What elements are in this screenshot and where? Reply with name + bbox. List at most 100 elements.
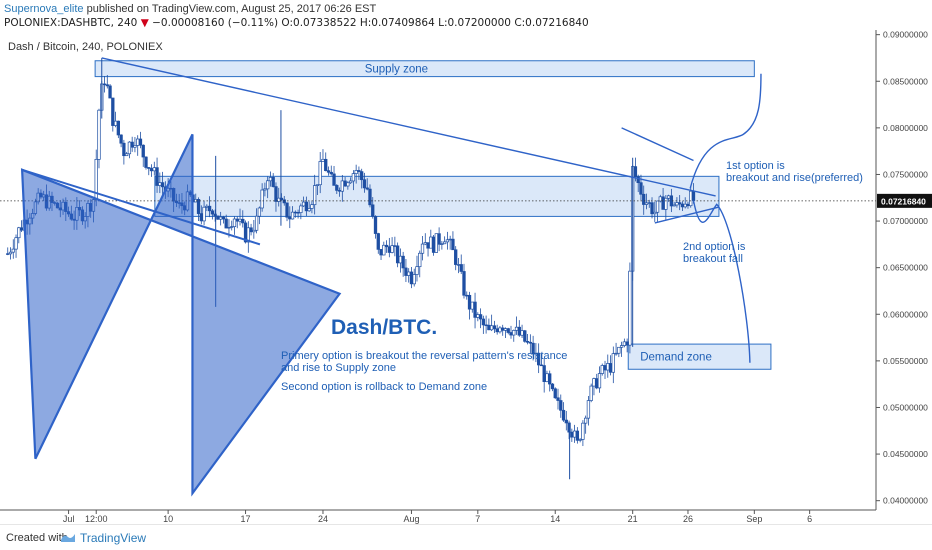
candle xyxy=(655,200,660,213)
time-tick-label: Sep xyxy=(746,514,762,524)
zone-label: Demand zone xyxy=(640,352,712,364)
candle xyxy=(520,330,524,336)
candle xyxy=(592,378,596,387)
tradingview-brand[interactable]: TradingView xyxy=(80,531,147,545)
second-option-text: Second option is rollback to Demand zone xyxy=(281,381,487,393)
candle xyxy=(644,202,649,205)
low-value: L:0.07200000 xyxy=(438,17,511,29)
time-tick-label: 6 xyxy=(807,514,812,524)
time-tick-label: Jul xyxy=(63,514,75,524)
candle xyxy=(205,205,209,208)
candle xyxy=(678,202,682,205)
candle xyxy=(642,193,646,205)
open-value: O:0.07338522 xyxy=(281,17,357,29)
candle xyxy=(221,216,226,220)
candle xyxy=(484,324,488,327)
pattern-resistance-line[interactable] xyxy=(621,127,694,162)
candle xyxy=(8,251,13,255)
candle xyxy=(387,246,391,253)
candle xyxy=(672,204,676,207)
candle xyxy=(404,267,408,276)
option1-label: 1st option is xyxy=(726,160,785,172)
candle xyxy=(492,325,497,330)
candle xyxy=(260,189,264,209)
candle xyxy=(393,245,397,247)
candle xyxy=(357,170,361,172)
candle xyxy=(257,207,262,217)
candle xyxy=(476,314,480,318)
projection-fall-curve[interactable] xyxy=(692,200,751,363)
price-chart[interactable]: Supply zone Demand zone 0.09000000 0.08500… xyxy=(0,30,932,524)
time-tick-label: 14 xyxy=(550,514,560,524)
candle xyxy=(572,430,577,438)
candle xyxy=(418,252,422,268)
candle xyxy=(653,211,657,215)
candle xyxy=(456,264,461,266)
candle xyxy=(354,170,358,174)
candle xyxy=(423,242,427,245)
candle xyxy=(235,218,239,222)
candle xyxy=(365,187,369,190)
candle xyxy=(680,203,685,208)
author-link[interactable]: Supernova_elite xyxy=(4,3,84,15)
candle xyxy=(429,236,433,249)
candle xyxy=(310,204,314,209)
candle xyxy=(252,229,256,233)
candle xyxy=(360,171,364,181)
time-tick-label: 17 xyxy=(241,514,251,524)
candle xyxy=(481,318,485,326)
candle xyxy=(313,185,317,206)
candle xyxy=(19,227,24,231)
candle xyxy=(266,180,270,190)
candle xyxy=(315,184,320,186)
candle xyxy=(224,218,228,229)
pair-annotation: Dash/BTC. xyxy=(331,316,437,339)
candle xyxy=(202,206,206,222)
candle xyxy=(415,266,419,275)
star-drawing[interactable] xyxy=(20,133,342,497)
projection-rise-curve[interactable] xyxy=(689,73,762,189)
candle xyxy=(542,365,546,382)
candle xyxy=(556,397,560,401)
chart-area[interactable]: Supply zone Demand zone 0.09000000 0.08500… xyxy=(0,30,932,524)
candle xyxy=(487,324,491,331)
resistance-trendline[interactable] xyxy=(101,57,716,197)
footer: Created with TradingView xyxy=(0,524,932,550)
price-zone[interactable] xyxy=(154,175,720,217)
candle xyxy=(398,255,403,264)
candle xyxy=(111,97,115,126)
candle xyxy=(495,328,499,333)
candle xyxy=(274,186,278,202)
candle xyxy=(567,422,571,433)
candle xyxy=(595,378,599,389)
candle xyxy=(301,201,306,207)
support-trendline[interactable] xyxy=(21,168,261,246)
candle xyxy=(625,341,629,346)
price-tick-label: 0.07500000 xyxy=(883,169,928,179)
candle xyxy=(467,294,472,310)
price-tick-label: 0.08500000 xyxy=(883,76,928,86)
primary-option-text-2: and rise to Supply zone xyxy=(281,362,396,374)
candle xyxy=(149,168,154,172)
candle xyxy=(368,188,372,206)
price-zone[interactable] xyxy=(94,60,755,78)
candle xyxy=(597,373,602,389)
candle xyxy=(241,218,245,224)
price-zone[interactable] xyxy=(627,343,772,370)
price-axis[interactable] xyxy=(876,30,932,524)
candle xyxy=(326,170,331,173)
candle xyxy=(155,167,159,186)
candle xyxy=(263,188,267,191)
pattern-support-line[interactable] xyxy=(654,206,720,224)
candle xyxy=(661,196,665,210)
candle xyxy=(420,243,425,254)
candle xyxy=(11,248,15,253)
candle xyxy=(219,216,223,220)
candle xyxy=(440,243,444,245)
candle xyxy=(141,144,145,158)
high-value: H:0.07409864 xyxy=(359,17,435,29)
candle xyxy=(332,173,336,186)
candle xyxy=(329,171,333,175)
candle xyxy=(608,363,613,373)
candle xyxy=(407,271,411,276)
